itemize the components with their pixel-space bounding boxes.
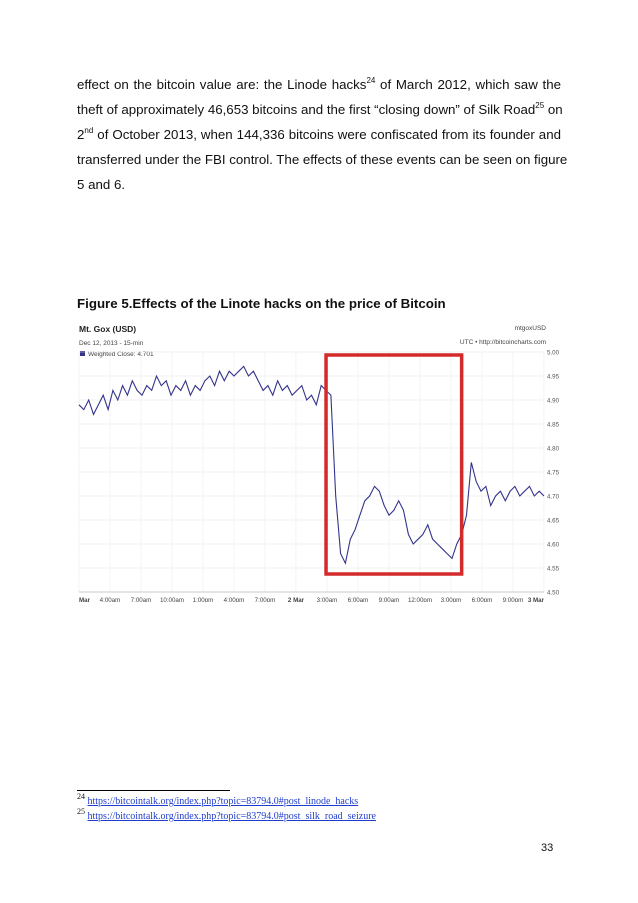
figure-title: Figure 5.Effects of the Linote hacks on … — [77, 296, 446, 311]
footnote-link[interactable]: https://bitcointalk.org/index.php?topic=… — [87, 796, 359, 807]
x-tick-label: 1:00pm — [193, 597, 214, 602]
chart-source-label: UTC • http://bitcoincharts.com — [460, 339, 546, 346]
x-tick-label: 7:00pm — [255, 597, 276, 602]
y-tick-label: 4.65 — [547, 518, 560, 525]
footnote-ref-25[interactable]: 25 — [535, 100, 545, 110]
chart-subtitle: Dec 12, 2013 - 15-min — [79, 340, 144, 347]
y-tick-label: 4.70 — [547, 494, 560, 501]
page-number: 33 — [541, 842, 554, 854]
chart-title: Mt. Gox (USD) — [79, 324, 136, 334]
price-series-line — [78, 365, 545, 565]
footnote-number: 24 — [77, 791, 85, 801]
legend-swatch — [80, 351, 85, 356]
x-tick-label: 3:00am — [317, 597, 338, 602]
y-tick-label: 4.90 — [547, 398, 560, 405]
chart-legend: Weighted Close: 4.701 — [88, 351, 154, 358]
footnote-rule — [77, 790, 230, 791]
y-tick-label: 5.00 — [547, 350, 560, 357]
paragraph-line: theft of approximately 46,653 bitcoins a… — [77, 100, 563, 117]
x-tick-label: 7:00am — [131, 597, 152, 602]
x-tick-label: Mar — [79, 597, 91, 602]
paragraph-line: 2nd of October 2013, when 144,336 bitcoi… — [77, 125, 561, 142]
paragraph-line: 5 and 6. — [77, 177, 126, 192]
ordinal-suffix: nd — [84, 125, 94, 135]
event-highlight-box — [324, 353, 464, 576]
footnote-24: 24 https://bitcointalk.org/index.php?top… — [77, 792, 359, 807]
y-tick-label: 4.85 — [547, 422, 560, 429]
x-axis: Mar 4:00am 7:00am 10:00am 1:00pm 4:00pm 7:00pm… — [79, 597, 545, 602]
footnote-25: 25 https://bitcointalk.org/index.php?top… — [77, 807, 376, 822]
x-tick-label: 9:00pm — [503, 597, 524, 602]
chart-grid — [78, 351, 545, 593]
x-tick-label: 3:00pm — [441, 597, 462, 602]
y-tick-label: 4.55 — [547, 566, 560, 573]
y-tick-label: 4.60 — [547, 542, 560, 549]
paragraph-line: effect on the bitcoin value are: the Lin… — [77, 75, 561, 92]
body-paragraph: effect on the bitcoin value are: the Lin… — [77, 72, 568, 197]
x-tick-label: 6:00pm — [472, 597, 493, 602]
footnote-link[interactable]: https://bitcointalk.org/index.php?topic=… — [87, 811, 376, 822]
x-tick-label: 6:00am — [348, 597, 369, 602]
x-tick-label: 4:00am — [100, 597, 121, 602]
x-tick-label: 9:00am — [379, 597, 400, 602]
paragraph-line: transferred under the FBI control. The e… — [77, 152, 568, 167]
x-tick-label: 3 Mar — [528, 597, 545, 602]
y-axis: 5.00 4.95 4.90 4.85 4.80 4.75 4.70 4.65 4.60 4.55… — [547, 350, 560, 597]
price-chart: Mt. Gox (USD) Dec 12, 2013 - 15-min Weig… — [78, 324, 560, 602]
y-tick-label: 4.50 — [547, 590, 560, 597]
y-tick-label: 4.95 — [547, 374, 560, 381]
chart-top-right-label: mtgoxUSD — [515, 325, 547, 332]
footnote-ref-24[interactable]: 24 — [366, 75, 376, 85]
x-tick-label: 10:00am — [160, 597, 184, 602]
y-tick-label: 4.75 — [547, 470, 560, 477]
x-tick-label: 2 Mar — [288, 597, 305, 602]
x-tick-label: 4:00pm — [224, 597, 245, 602]
footnote-number: 25 — [77, 806, 85, 816]
x-tick-label: 12:00pm — [408, 597, 432, 602]
y-tick-label: 4.80 — [547, 446, 560, 453]
